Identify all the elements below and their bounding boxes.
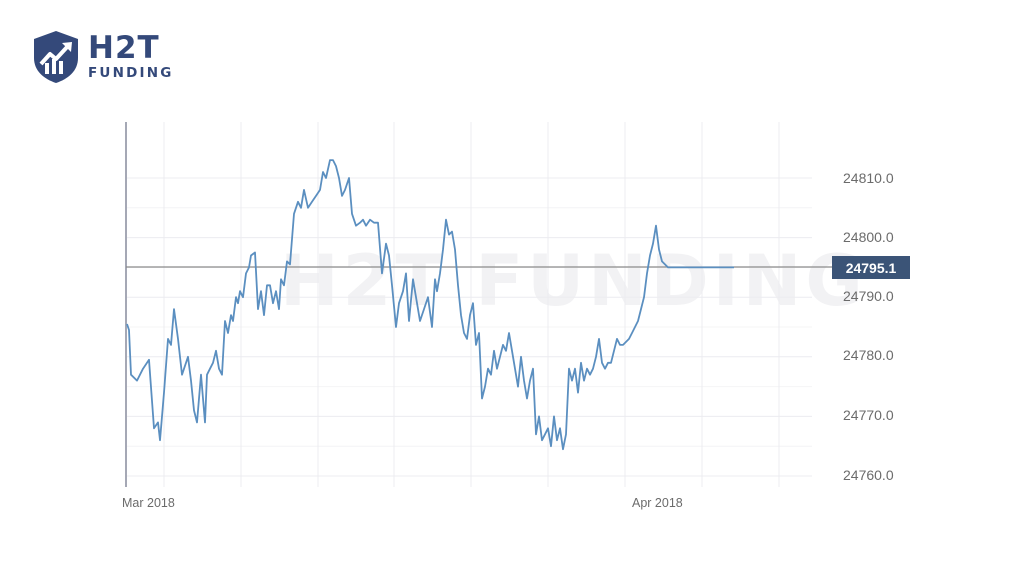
y-tick-label: 24760.0 xyxy=(843,467,894,483)
y-tick-label: 24780.0 xyxy=(843,347,894,363)
y-tick-label: 24790.0 xyxy=(843,288,894,304)
current-price-badge: 24795.1 xyxy=(832,256,910,279)
brand-subtitle: FUNDING xyxy=(88,65,174,82)
x-tick-label: Apr 2018 xyxy=(632,496,683,510)
price-series-line xyxy=(126,159,734,451)
watermark: H2T FUNDING xyxy=(280,240,867,322)
x-tick-label: Mar 2018 xyxy=(122,496,175,510)
grid-lines xyxy=(126,122,812,487)
y-tick-label: 24810.0 xyxy=(843,170,894,186)
brand-name: H2T xyxy=(88,30,160,67)
y-tick-label: 24800.0 xyxy=(843,229,894,245)
brand-logo: H2T FUNDING xyxy=(32,30,174,84)
y-tick-label: 24770.0 xyxy=(843,407,894,423)
shield-chart-icon xyxy=(34,31,78,83)
